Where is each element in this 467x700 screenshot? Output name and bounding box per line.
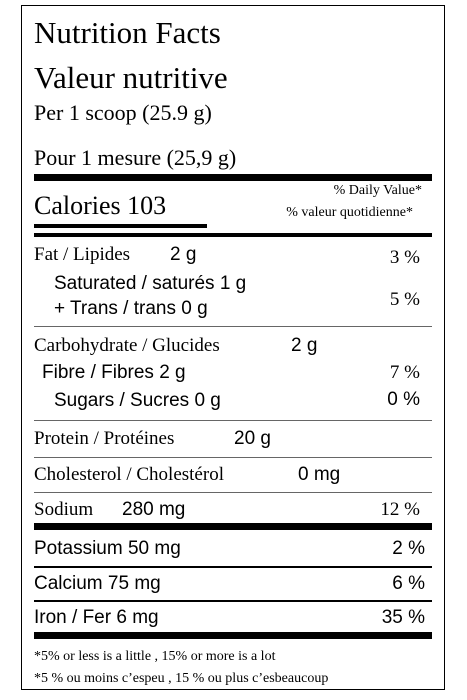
potassium-label: Potassium 50 mg: [34, 538, 181, 559]
fibre-label: Fibre / Fibres 2 g: [42, 362, 186, 383]
nutrition-facts-label: Nutrition Facts Valeur nutritive Per 1 s…: [21, 5, 445, 690]
divider-thick-bottom: [34, 632, 432, 639]
daily-value-header-fr: % valeur quotidienne*: [286, 205, 413, 220]
divider-after-cholesterol: [34, 492, 432, 493]
calories-label: Calories 103: [34, 191, 167, 220]
serving-size-fr: Pour 1 mesure (25,9 g): [34, 145, 237, 170]
cholesterol-amount: 0 mg: [298, 464, 341, 485]
calcium-label: Calcium 75 mg: [34, 573, 161, 594]
sugars-label: Sugars / Sucres 0 g: [54, 390, 221, 411]
footnote-en: *5% or less is a little , 15% or more is…: [34, 649, 276, 664]
sugars-dv: 0 %: [387, 389, 420, 410]
sodium-label: Sodium: [34, 499, 94, 520]
divider-after-calories: [34, 233, 432, 237]
daily-value-header-en: % Daily Value*: [333, 183, 422, 198]
divider-after-calcium: [34, 600, 432, 602]
cholesterol-label: Cholesterol / Cholestérol: [34, 464, 224, 485]
sodium-dv: 12 %: [380, 499, 420, 520]
divider-after-fat: [34, 326, 432, 327]
serving-size-en: Per 1 scoop (25.9 g): [34, 100, 212, 125]
iron-dv: 35 %: [381, 607, 425, 628]
fibre-dv: 7 %: [389, 362, 420, 383]
divider-after-carbohydrate: [34, 420, 432, 421]
potassium-dv: 2 %: [392, 538, 425, 559]
footnote-fr: *5 % ou moins c’espeu , 15 % ou plus c’e…: [34, 671, 329, 686]
calories-underline: [34, 224, 207, 228]
saturated-trans-dv: 5 %: [389, 289, 420, 310]
fat-amount: 2 g: [170, 244, 197, 265]
protein-amount: 20 g: [234, 428, 271, 449]
calcium-dv: 6 %: [392, 573, 425, 594]
title-en: Nutrition Facts: [34, 15, 221, 50]
carbohydrate-label: Carbohydrate / Glucides: [34, 335, 220, 356]
divider-after-potassium: [34, 566, 432, 568]
saturated-label: Saturated / saturés 1 g: [54, 273, 247, 294]
fat-dv: 3 %: [389, 247, 420, 268]
iron-label: Iron / Fer 6 mg: [34, 607, 159, 628]
title-fr: Valeur nutritive: [34, 60, 228, 95]
fat-label: Fat / Lipides: [34, 244, 131, 265]
divider-after-protein: [34, 457, 432, 458]
carbohydrate-amount: 2 g: [291, 335, 318, 356]
divider-thick-top: [34, 174, 432, 181]
divider-thick-middle: [34, 523, 432, 530]
trans-label: + Trans / trans 0 g: [54, 298, 208, 319]
sodium-amount: 280 mg: [122, 499, 186, 520]
protein-label: Protein / Protéines: [34, 428, 175, 449]
